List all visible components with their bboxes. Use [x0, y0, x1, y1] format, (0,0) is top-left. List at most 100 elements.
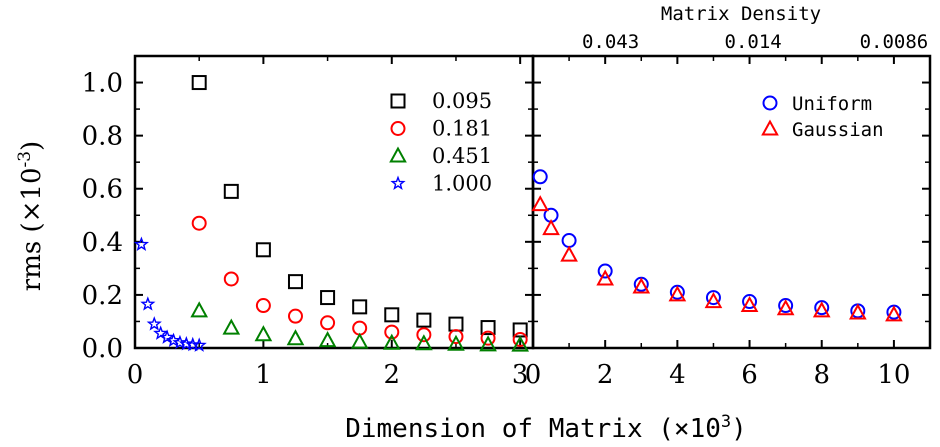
legend-label: Uniform [792, 93, 872, 115]
y-tick-label: 0.6 [82, 175, 123, 205]
right-data-point [560, 245, 578, 262]
left-data-point [255, 242, 271, 258]
right-data-point [814, 300, 830, 316]
left-data-point [191, 215, 207, 231]
right-legend: Uniform Gaussian [761, 93, 884, 141]
left-data-point [286, 329, 305, 346]
left-data-point [384, 324, 400, 340]
right-data-point [885, 305, 903, 322]
left-data-point [479, 335, 497, 352]
right-x-tick-label: 6 [741, 360, 758, 390]
left-data-point [191, 337, 207, 352]
left-data-point [352, 299, 368, 315]
left-data-point [415, 334, 433, 351]
left-data-point [447, 334, 465, 351]
right-data-point [561, 232, 577, 248]
legend-label: 0.181 [432, 117, 492, 141]
x-label-exponent: 3 [721, 412, 731, 432]
left-data-point [382, 333, 401, 350]
y-tick-label: 0.8 [82, 122, 123, 152]
left-x-tick-label: 0 [127, 360, 144, 390]
left-data-point [287, 274, 303, 290]
right-data-point [597, 263, 613, 279]
left-data-point [416, 312, 432, 328]
top-axis-label: Matrix Density [661, 3, 821, 25]
right-data-point [705, 290, 721, 306]
top-axis-tick-label: 0.043 [582, 31, 639, 53]
left-data-point [448, 329, 464, 345]
left-data-point [511, 335, 530, 352]
y-tick-label: 1.0 [82, 69, 123, 99]
left-data-point [153, 325, 169, 340]
x-axis-label: Dimension of Matrix (×103) [345, 412, 747, 444]
legend-marker [389, 146, 407, 163]
right-x-tick-label: 8 [813, 360, 830, 390]
legend-label: 0.451 [432, 144, 492, 168]
right-data-point [742, 294, 758, 310]
left-data-point [320, 290, 336, 306]
right-data-point [542, 218, 560, 236]
y-tick-label: 0.0 [82, 334, 123, 364]
y-label-main: rms (×10 [17, 168, 47, 292]
x-label-main: Dimension of Matrix (×10 [345, 414, 721, 444]
left-data-point [140, 296, 156, 311]
left-series-2 [190, 301, 530, 352]
y-label-exponent: -3 [15, 151, 35, 168]
top-axis-tick-label: 0.014 [725, 31, 782, 53]
right-data-point [848, 303, 867, 320]
legend-label: 0.095 [432, 89, 492, 113]
left-data-point [480, 320, 496, 336]
left-series-1 [191, 215, 528, 348]
left-panel: 0 1 2 3 0.0 0.2 0.4 0.6 0.8 1.0 0.095 0.181 0.451 1.0… [82, 54, 535, 390]
right-data-point [778, 298, 794, 314]
top-axis-tick-label: 0.0086 [860, 31, 929, 53]
left-data-point [384, 307, 400, 323]
right-series-0 [532, 169, 902, 320]
left-x-tick-label: 1 [255, 360, 272, 390]
y-axis-label: rms (×10-3) [15, 141, 47, 291]
right-x-tick-label: 2 [597, 360, 614, 390]
legend-marker [762, 95, 778, 111]
y-label-close: ) [17, 141, 47, 151]
y-tick-label: 0.2 [82, 281, 123, 311]
left-data-point [350, 332, 369, 349]
left-legend: 0.095 0.181 0.451 1.000 [389, 89, 492, 196]
legend-marker [761, 119, 779, 136]
legend-label: Gaussian [792, 119, 884, 141]
plots-layer: 0 1 2 3 0.0 0.2 0.4 0.6 0.8 1.0 0.095 0.181 0.451 1.0… [82, 31, 932, 390]
left-data-point [255, 298, 271, 314]
left-data-point [448, 316, 464, 332]
right-x-tick-label: 0 [525, 360, 542, 390]
right-data-point [740, 295, 759, 313]
left-data-point [223, 183, 239, 199]
right-x-tick-label: 4 [669, 360, 686, 390]
left-data-point [165, 332, 182, 348]
right-plot-frame [531, 54, 932, 350]
left-data-point [172, 334, 188, 350]
left-data-point [146, 316, 162, 331]
right-data-point [812, 301, 831, 318]
right-data-point [532, 169, 548, 185]
legend-label: 1.000 [432, 172, 492, 196]
left-data-point [178, 336, 194, 351]
right-series-1 [531, 195, 903, 322]
left-data-point [512, 332, 528, 348]
left-data-point [222, 318, 241, 335]
left-data-point [287, 308, 303, 324]
right-data-point [776, 299, 795, 316]
right-data-point [668, 285, 687, 302]
right-x-tick-label: 10 [877, 360, 910, 390]
right-data-point [704, 291, 723, 309]
left-data-point [416, 327, 432, 343]
left-data-point [133, 236, 150, 251]
left-data-point [191, 75, 207, 91]
left-x-tick-label: 3 [512, 360, 529, 390]
y-tick-label: 0.4 [82, 228, 123, 258]
legend-marker [390, 121, 406, 136]
legend-marker [390, 175, 406, 190]
svg-text:rms (×10-3): rms (×10-3) [15, 141, 47, 291]
left-data-point [318, 331, 337, 348]
right-panel: 0 2 4 6 8 10 0.043 0.014 0.0086 Uniform Gaussian [525, 31, 932, 390]
left-data-point [223, 271, 239, 287]
